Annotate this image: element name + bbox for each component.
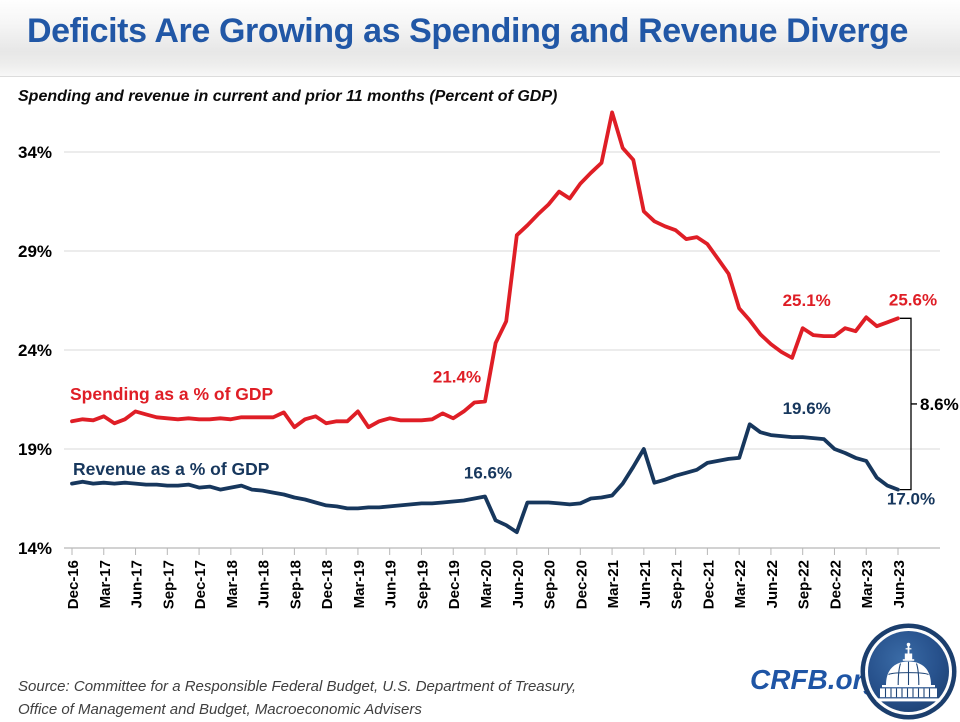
source-note: Source: Committee for a Responsible Fede…: [18, 676, 576, 721]
annotation-revenue-Mar-20: 16.6%: [464, 464, 512, 483]
x-axis-label: Mar-17: [97, 560, 114, 608]
capitol-dome-detail-lines: [884, 661, 931, 698]
y-axis-label: 24%: [18, 341, 52, 360]
annotation-revenue-Sep-22: 19.6%: [783, 399, 831, 418]
x-axis-label: Dec-21: [700, 560, 717, 609]
annotation-revenue-Jun-23: 17.0%: [887, 490, 935, 509]
x-axis-label: Sep-20: [542, 560, 559, 609]
x-axis-label: Mar-21: [605, 560, 622, 608]
source-line-1: Source: Committee for a Responsible Fede…: [18, 678, 577, 695]
gap-bracket: [900, 317, 917, 491]
annotation-spending-Sep-22: 25.1%: [783, 291, 831, 310]
x-axis-label: Dec-18: [319, 560, 336, 609]
y-axis-label: 34%: [18, 143, 52, 162]
x-axis-label: Dec-20: [573, 560, 590, 609]
revenue-series-label: Revenue as a % of GDP: [73, 459, 270, 479]
x-axis-label: Jun-18: [256, 560, 273, 608]
gap-label: 8.6%: [920, 395, 959, 414]
x-axis-label: Dec-22: [827, 560, 844, 609]
x-axis-label: Mar-22: [732, 560, 749, 608]
crfb-logo: [860, 623, 957, 720]
x-axis-label: Sep-21: [669, 560, 686, 609]
y-axis-label: 19%: [18, 440, 52, 459]
x-axis-label: Dec-17: [192, 560, 209, 609]
x-axis-label: Jun-17: [129, 560, 146, 608]
y-axis-label: 29%: [18, 242, 52, 261]
x-axis-label: Sep-22: [796, 560, 813, 609]
x-axis-label: Dec-19: [446, 560, 463, 609]
chart-subtitle: Spending and revenue in current and prio…: [18, 88, 558, 105]
x-axis-label: Jun-20: [510, 560, 527, 608]
x-axis-label: Jun-21: [637, 560, 654, 608]
spending-line: [70, 110, 900, 430]
x-axis-label: Jun-22: [764, 560, 781, 608]
x-axis-label: Sep-19: [414, 560, 431, 609]
x-axis-label: Mar-20: [478, 560, 495, 608]
x-axis-label: Mar-18: [224, 560, 241, 608]
x-axis-label: Dec-16: [65, 560, 82, 609]
header-band: Deficits Are Growing as Spending and Rev…: [0, 0, 960, 77]
source-line-2: Office of Management and Budget, Macroec…: [18, 700, 422, 718]
x-axis-label: Sep-17: [160, 560, 177, 609]
x-axis-label: Sep-18: [287, 560, 304, 609]
crfb-wordmark: CRFB.org: [750, 664, 881, 695]
annotation-spending-Mar-20: 21.4%: [433, 367, 481, 386]
x-axis-label: Mar-19: [351, 560, 368, 608]
revenue-line: [70, 422, 900, 535]
x-axis-label: Jun-19: [383, 560, 400, 608]
y-axis-label: 14%: [18, 539, 52, 558]
annotation-spending-Jun-23: 25.6%: [889, 290, 937, 309]
spending-series-label: Spending as a % of GDP: [70, 384, 274, 404]
page-title: Deficits Are Growing as Spending and Rev…: [27, 12, 909, 50]
x-axis-label: Jun-23: [891, 560, 908, 608]
x-axis-label: Mar-23: [859, 560, 876, 608]
